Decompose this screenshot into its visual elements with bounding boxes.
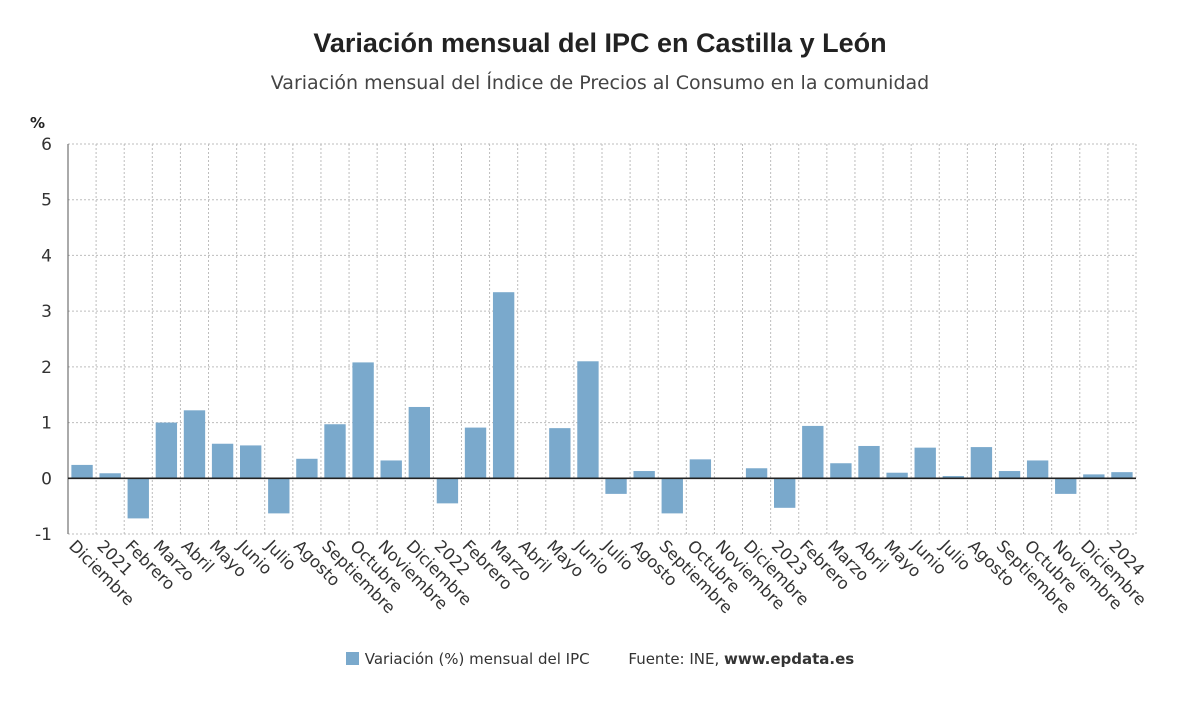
- bar: [183, 410, 206, 479]
- bar: [1111, 472, 1133, 479]
- bar: [633, 471, 655, 479]
- bar: [1083, 474, 1105, 479]
- bar: [802, 425, 824, 479]
- y-tick-label: 6: [41, 135, 52, 155]
- legend: Variación (%) mensual del IPC Fuente: IN…: [0, 650, 1200, 668]
- y-tick-label: 2: [41, 358, 52, 378]
- bar: [155, 422, 178, 479]
- legend-series-label: Variación (%) mensual del IPC: [364, 650, 590, 668]
- bar: [464, 427, 487, 479]
- bar: [1055, 478, 1077, 494]
- bar: [745, 468, 768, 479]
- bar: [830, 463, 852, 479]
- source-url: www.epdata.es: [724, 650, 855, 668]
- bar: [549, 428, 571, 479]
- bar: [689, 459, 712, 479]
- bar: [71, 464, 93, 479]
- bar: [1026, 460, 1049, 479]
- y-tick-label: 5: [41, 191, 52, 211]
- bar: [99, 473, 121, 479]
- chart-subtitle: Variación mensual del Índice de Precios …: [270, 72, 930, 94]
- bar: [858, 445, 880, 479]
- bar: [970, 447, 993, 479]
- source-label: Fuente: INE,: [628, 650, 720, 668]
- y-tick-label: 0: [41, 469, 52, 489]
- legend-swatch: [345, 652, 359, 665]
- bar: [492, 292, 515, 479]
- y-axis-label: %: [30, 114, 45, 132]
- bar: [436, 478, 459, 504]
- bar: [296, 458, 318, 479]
- bar: [127, 478, 149, 519]
- bar: [240, 445, 262, 479]
- y-tick-label: 3: [41, 302, 52, 322]
- bar: [268, 478, 290, 514]
- y-tick-label: 1: [41, 414, 52, 434]
- bar: [998, 471, 1021, 479]
- bar: [661, 478, 683, 514]
- bar: [942, 476, 964, 479]
- bar: [577, 361, 599, 479]
- chart-title: Variación mensual del IPC en Castilla y …: [313, 28, 887, 58]
- bar: [211, 443, 234, 479]
- bar: [324, 424, 346, 479]
- bar: [408, 406, 430, 479]
- bar: [352, 362, 374, 479]
- bar: [886, 472, 908, 479]
- bar: [774, 478, 796, 508]
- y-tick-label: -1: [35, 525, 52, 545]
- bar: [380, 460, 402, 479]
- bar: [605, 478, 627, 494]
- bar: [914, 447, 936, 479]
- y-tick-label: 4: [41, 246, 52, 266]
